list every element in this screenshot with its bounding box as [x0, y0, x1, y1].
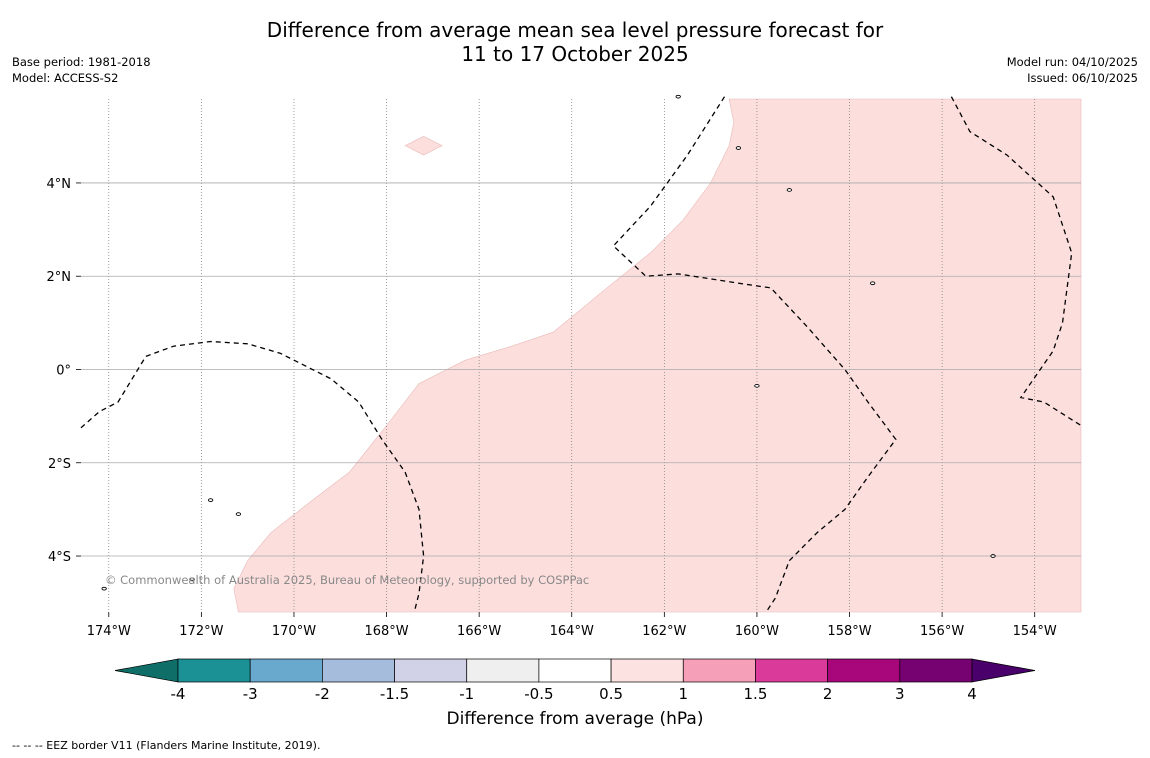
lat-tick-label: 4°N	[47, 177, 72, 192]
run-info: Model run: 04/10/2025 Issued: 06/10/2025	[1007, 54, 1138, 86]
island-outline	[235, 512, 242, 516]
colorbar-segment	[827, 658, 901, 683]
small-anomaly-patch	[404, 135, 443, 156]
colorbar-tick-label: -1	[459, 685, 474, 703]
island-outline	[870, 281, 876, 286]
model-name: Model: ACCESS-S2	[12, 71, 119, 85]
colorbar-tick-label: -2	[315, 685, 330, 703]
lon-tick-label: 172°W	[179, 624, 223, 639]
colorbar-tick-label: 1	[678, 685, 688, 703]
lon-tick-label: 158°W	[827, 624, 871, 639]
eez-footnote: -- -- -- EEZ border V11 (Flanders Marine…	[12, 739, 321, 752]
island-outline	[786, 188, 792, 192]
island-outline	[754, 383, 760, 388]
island-outline	[101, 586, 107, 591]
title-line-1: Difference from average mean sea level p…	[266, 18, 884, 42]
colorbar-segment	[322, 658, 395, 683]
axis-tick-labels: 174°W 172°W 170°W 168°W 166°W 164°W 162°W 160°W…	[47, 177, 1057, 639]
colorbar-extend-high	[971, 658, 1036, 683]
colorbar-segment	[610, 658, 684, 683]
anomaly-region-0p5-to-1	[233, 98, 1082, 613]
colorbar-segment	[899, 658, 973, 683]
colorbar-tick-label: -4	[171, 685, 186, 703]
lat-tick-label: 2°S	[48, 457, 71, 472]
model-info: Base period: 1981-2018 Model: ACCESS-S2	[12, 54, 151, 86]
colorbar-tick-label: 2	[823, 685, 833, 703]
lat-tick-label: 4°S	[48, 550, 71, 565]
eez-border-line	[80, 340, 425, 613]
colorbar-title: Difference from average (hPa)	[446, 709, 704, 729]
lon-tick-label: 160°W	[735, 624, 779, 639]
colorbar-segment	[394, 658, 468, 683]
lon-tick-label: 164°W	[550, 624, 594, 639]
lon-tick-label: 162°W	[642, 624, 686, 639]
colorbar-tick-label: 0.5	[599, 685, 623, 703]
colorbar-segment	[538, 658, 612, 683]
island-outline	[189, 577, 195, 582]
eez-borders	[80, 96, 1082, 613]
island-outline	[990, 554, 996, 558]
colorbar-segment	[682, 658, 756, 683]
lon-tick-label: 168°W	[364, 624, 408, 639]
island-outline	[735, 146, 742, 150]
colorbar-segment	[466, 658, 540, 683]
graticule	[81, 99, 1081, 612]
colorbar-extend-low	[114, 658, 179, 683]
colorbar: -4 -3 -2 -1.5 -1 -0.5 0.5 1 1.5 2 3 4	[114, 658, 1036, 703]
lon-tick-label: 170°W	[272, 624, 316, 639]
map-figure: 174°W 172°W 170°W 168°W 166°W 164°W 162°W 160°W…	[47, 94, 1082, 703]
lon-tick-label: 154°W	[1013, 624, 1057, 639]
colorbar-tick-label: -0.5	[524, 685, 553, 703]
lon-tick-label: 174°W	[87, 624, 131, 639]
colorbar-tick-label: 3	[895, 685, 905, 703]
colorbar-segment	[755, 658, 828, 683]
issued-date: Issued: 06/10/2025	[1027, 71, 1138, 85]
anomaly-fills	[233, 98, 1082, 613]
lon-tick-label: 156°W	[920, 624, 964, 639]
colorbar-tick-label: 1.5	[744, 685, 768, 703]
eez-border-line	[950, 96, 1082, 427]
copyright-notice: © Commonwealth of Australia 2025, Bureau…	[105, 573, 589, 587]
model-run: Model run: 04/10/2025	[1006, 55, 1138, 69]
colorbar-tick-label: 4	[967, 685, 977, 703]
lat-tick-label: 0°	[56, 363, 71, 378]
island-outline	[207, 498, 214, 502]
colorbar-tick-label: -3	[243, 685, 258, 703]
map-title: Difference from average mean sea level p…	[0, 18, 1150, 66]
lat-tick-label: 2°N	[47, 270, 72, 285]
lon-tick-label: 166°W	[457, 624, 501, 639]
base-period: Base period: 1981-2018	[12, 55, 151, 69]
colorbar-segment	[249, 658, 323, 683]
colorbar-tick-label: -1.5	[380, 685, 409, 703]
island-outline	[675, 94, 681, 99]
islands	[101, 94, 996, 591]
title-line-2: 11 to 17 October 2025	[461, 42, 689, 66]
colorbar-segment	[177, 658, 251, 683]
